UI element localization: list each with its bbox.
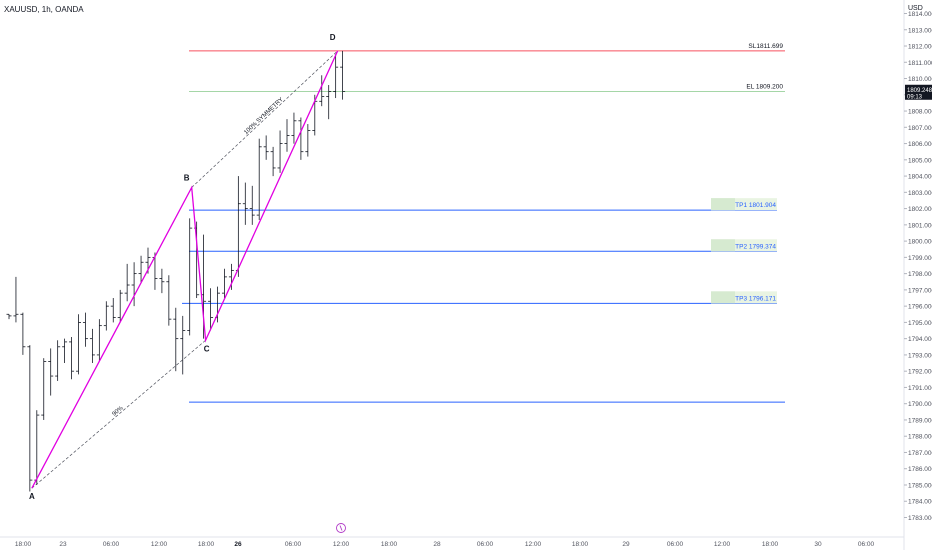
- y-tick-label: 1801.000: [908, 222, 932, 229]
- y-tick-label: 1790.000: [908, 401, 932, 408]
- y-tick-label: 1785.000: [908, 482, 932, 489]
- y-tick-label: 1793.000: [908, 352, 932, 359]
- y-tick-label: 1792.000: [908, 369, 932, 376]
- x-tick-label: 06:00: [667, 541, 684, 548]
- y-tick-label: 1813.000: [908, 27, 932, 34]
- x-tick-label: 18:00: [15, 541, 32, 548]
- y-tick-label: 1802.000: [908, 206, 932, 213]
- y-tick-label: 1808.000: [908, 109, 932, 116]
- pattern-point-d: D: [330, 33, 336, 42]
- symbol-label: XAUUSD, 1h, OANDA: [4, 5, 84, 14]
- y-tick-label: 1814.000: [908, 11, 932, 18]
- currency-label: USD: [908, 5, 923, 12]
- y-tick-label: 1799.000: [908, 255, 932, 262]
- y-tick-label: 1788.000: [908, 434, 932, 441]
- x-tick-label: 18:00: [381, 541, 398, 548]
- pattern-ac-dashed[interactable]: [31, 340, 206, 489]
- level-label-tp2: TP2 1799.374: [735, 243, 776, 250]
- level-label-sl: SL1811.699: [748, 43, 783, 50]
- x-tick-label: 12:00: [525, 541, 542, 548]
- y-tick-label: 1811.000: [908, 60, 932, 67]
- x-tick-label: 26: [234, 541, 242, 548]
- x-tick-label: 29: [622, 541, 630, 548]
- level-label-pattern: [711, 239, 735, 252]
- event-marker-glyph: [339, 525, 343, 531]
- abcd-pattern-line[interactable]: [31, 50, 339, 489]
- level-label-pattern: [711, 291, 735, 304]
- x-tick-label: 18:00: [762, 541, 779, 548]
- level-label-tp3: TP3 1796.171: [735, 295, 776, 302]
- y-tick-label: 1789.000: [908, 417, 932, 424]
- y-tick-label: 1783.000: [908, 515, 932, 522]
- y-tick-label: 1784.000: [908, 499, 932, 506]
- y-tick-label: 1795.000: [908, 320, 932, 327]
- x-tick-label: 06:00: [858, 541, 875, 548]
- x-tick-label: 06:00: [103, 541, 120, 548]
- x-tick-label: 18:00: [572, 541, 589, 548]
- x-tick-label: 12:00: [151, 541, 168, 548]
- y-tick-label: 1805.000: [908, 157, 932, 164]
- pattern-bd-dashed[interactable]: [191, 50, 338, 188]
- y-tick-label: 1794.000: [908, 336, 932, 343]
- y-tick-label: 1806.000: [908, 141, 932, 148]
- x-tick-label: 23: [59, 541, 67, 548]
- current-price-value: 1809.248: [907, 88, 932, 94]
- y-tick-label: 1807.000: [908, 125, 932, 132]
- pattern-ac-label: 90%: [112, 405, 126, 418]
- current-price-tag: [905, 84, 932, 100]
- x-tick-label: 12:00: [714, 541, 731, 548]
- y-tick-label: 1796.000: [908, 304, 932, 311]
- pattern-point-a: A: [29, 492, 35, 501]
- level-label-tp1: TP1 1801.904: [735, 202, 776, 209]
- pattern-point-b: B: [184, 173, 190, 182]
- y-tick-label: 1810.000: [908, 76, 932, 83]
- y-tick-label: 1787.000: [908, 450, 932, 457]
- x-tick-label: 12:00: [333, 541, 350, 548]
- level-label-pattern: [711, 198, 735, 211]
- x-tick-label: 18:00: [198, 541, 215, 548]
- x-tick-label: 28: [433, 541, 441, 548]
- y-tick-label: 1800.000: [908, 239, 932, 246]
- y-tick-label: 1803.000: [908, 190, 932, 197]
- current-price-countdown: 09:13: [907, 94, 923, 100]
- level-label-el: EL 1809.200: [746, 84, 783, 91]
- x-tick-label: 06:00: [477, 541, 494, 548]
- x-tick-label: 30: [814, 541, 822, 548]
- y-tick-label: 1786.000: [908, 466, 932, 473]
- y-tick-label: 1798.000: [908, 271, 932, 278]
- x-tick-label: 06:00: [285, 541, 302, 548]
- pattern-point-c: C: [204, 344, 210, 353]
- pattern-bd-label: 100% SYMMETRY: [243, 97, 284, 136]
- y-tick-label: 1804.000: [908, 174, 932, 181]
- y-tick-label: 1791.000: [908, 385, 932, 392]
- y-tick-label: 1812.000: [908, 44, 932, 51]
- y-tick-label: 1797.000: [908, 287, 932, 294]
